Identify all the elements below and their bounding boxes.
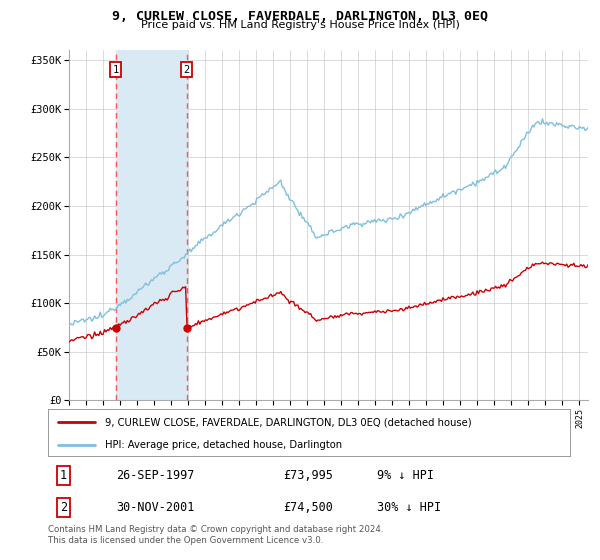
Text: Price paid vs. HM Land Registry's House Price Index (HPI): Price paid vs. HM Land Registry's House … <box>140 20 460 30</box>
Text: £74,500: £74,500 <box>283 501 333 515</box>
Text: 1: 1 <box>112 64 119 74</box>
Text: 2: 2 <box>60 501 67 515</box>
Text: £73,995: £73,995 <box>283 469 333 482</box>
Text: 9, CURLEW CLOSE, FAVERDALE, DARLINGTON, DL3 0EQ: 9, CURLEW CLOSE, FAVERDALE, DARLINGTON, … <box>112 10 488 22</box>
Text: 30-NOV-2001: 30-NOV-2001 <box>116 501 194 515</box>
Text: 30% ↓ HPI: 30% ↓ HPI <box>377 501 441 515</box>
Text: 9% ↓ HPI: 9% ↓ HPI <box>377 469 434 482</box>
Text: 2: 2 <box>184 64 190 74</box>
Text: 9, CURLEW CLOSE, FAVERDALE, DARLINGTON, DL3 0EQ (detached house): 9, CURLEW CLOSE, FAVERDALE, DARLINGTON, … <box>106 417 472 427</box>
Text: HPI: Average price, detached house, Darlington: HPI: Average price, detached house, Darl… <box>106 440 343 450</box>
Text: Contains HM Land Registry data © Crown copyright and database right 2024.
This d: Contains HM Land Registry data © Crown c… <box>48 525 383 545</box>
Bar <box>116 50 187 400</box>
Text: 26-SEP-1997: 26-SEP-1997 <box>116 469 194 482</box>
Text: 1: 1 <box>60 469 67 482</box>
